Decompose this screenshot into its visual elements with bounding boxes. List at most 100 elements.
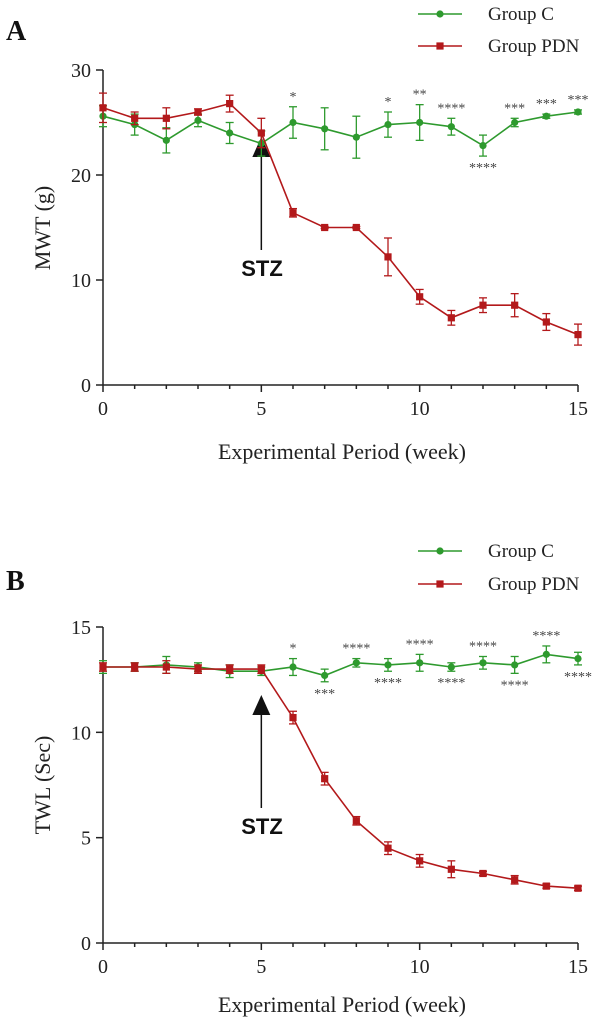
legend-marker-group-c xyxy=(436,547,444,555)
group-pdn-point xyxy=(162,663,170,671)
group-c-point xyxy=(447,123,455,131)
legend-label-group-c-b: Group C xyxy=(488,541,554,562)
panel-letter-a: A xyxy=(6,16,27,47)
plot-area-b: ************************************ xyxy=(99,629,592,892)
group-pdn-point xyxy=(162,114,170,122)
x-axis-title-b: Experimental Period (week) xyxy=(218,992,466,1017)
significance-label: ** xyxy=(413,88,427,103)
group-c-point xyxy=(352,659,360,667)
y-tick-label: 5 xyxy=(81,828,91,850)
group-c-point xyxy=(289,118,297,127)
stz-label-a: STZ xyxy=(241,256,283,281)
group-pdn-point xyxy=(511,301,519,309)
significance-label: * xyxy=(385,95,392,110)
group-pdn-point xyxy=(321,223,329,232)
group-c-point xyxy=(511,661,519,669)
group-c-point xyxy=(542,650,550,658)
group-c-point xyxy=(321,125,329,133)
group-pdn-point xyxy=(352,223,360,232)
group-pdn-point xyxy=(99,104,107,112)
group-pdn-point xyxy=(321,775,329,783)
x-tick-label: 10 xyxy=(410,398,430,420)
significance-label: **** xyxy=(564,670,592,685)
y-tick-label: 30 xyxy=(71,60,91,82)
x-tick-label: 10 xyxy=(410,956,430,978)
group-c-point xyxy=(352,133,360,141)
group-pdn-point xyxy=(257,665,265,673)
group-c-point xyxy=(289,663,297,671)
y-axis-title-a: MWT (g) xyxy=(30,186,55,271)
panel-b: B TWL (Sec) Experimental Period (week) S… xyxy=(6,541,592,1017)
y-tick-label: 20 xyxy=(71,165,91,187)
y-tick-label: 15 xyxy=(71,617,91,639)
group-pdn-point xyxy=(447,865,455,873)
y-tick-label: 10 xyxy=(71,270,91,292)
legend-label-group-c-a: Group C xyxy=(488,4,554,25)
significance-label: **** xyxy=(406,637,434,652)
stz-label-b: STZ xyxy=(241,814,283,839)
group-pdn-point xyxy=(194,108,202,116)
group-pdn-point xyxy=(542,318,550,326)
group-c-point xyxy=(479,142,487,150)
group-c-point xyxy=(416,659,424,667)
y-axis-title-b: TWL (Sec) xyxy=(30,736,55,835)
group-c-point xyxy=(416,118,424,127)
x-tick-label: 15 xyxy=(568,956,588,978)
x-axis-title-a: Experimental Period (week) xyxy=(218,439,466,464)
legend-label-group-pdn-b: Group PDN xyxy=(488,574,580,595)
significance-label: **** xyxy=(501,678,529,693)
group-c-point xyxy=(511,118,519,127)
y-tick-label: 0 xyxy=(81,375,91,397)
significance-label: **** xyxy=(469,639,497,654)
x-tick-label: 5 xyxy=(256,956,266,978)
group-pdn-line xyxy=(102,102,579,336)
significance-label: **** xyxy=(532,629,560,644)
significance-label: **** xyxy=(374,676,402,691)
significance-label: *** xyxy=(568,93,589,108)
group-pdn-point xyxy=(226,100,234,108)
group-pdn-point xyxy=(131,114,139,122)
group-pdn-point xyxy=(574,331,582,339)
group-c-point xyxy=(479,659,487,667)
group-c-point xyxy=(321,671,329,680)
significance-label: **** xyxy=(437,101,465,116)
group-pdn-point xyxy=(131,663,139,671)
group-pdn-point xyxy=(511,876,519,884)
group-pdn-point xyxy=(479,301,487,309)
group-pdn-point xyxy=(99,663,107,671)
group-c-point xyxy=(542,112,550,120)
group-pdn-point xyxy=(384,253,392,261)
panel-a: A MWT (g) Experimental Period (week) STZ… xyxy=(6,4,589,464)
group-pdn-point xyxy=(194,665,202,673)
group-pdn-point xyxy=(352,817,360,825)
significance-label: *** xyxy=(314,687,335,702)
group-pdn-point xyxy=(574,884,582,892)
significance-label: * xyxy=(290,642,297,657)
significance-label: *** xyxy=(536,97,557,112)
x-tick-label: 15 xyxy=(568,398,588,420)
x-tick-label: 0 xyxy=(98,398,108,420)
significance-label: **** xyxy=(342,642,370,657)
group-pdn-point xyxy=(479,869,487,878)
significance-label: * xyxy=(290,90,297,105)
group-c-point xyxy=(384,121,392,129)
group-pdn-point xyxy=(416,293,424,301)
group-pdn-point xyxy=(289,209,297,217)
group-c-point xyxy=(447,663,455,671)
significance-label: **** xyxy=(469,161,497,176)
group-pdn-point xyxy=(447,314,455,322)
group-pdn-point xyxy=(384,844,392,852)
group-c-point xyxy=(194,116,202,124)
group-c-point xyxy=(574,108,582,116)
group-pdn-point xyxy=(289,713,297,722)
panel-letter-b: B xyxy=(6,566,25,597)
y-tick-label: 0 xyxy=(81,933,91,955)
x-tick-label: 5 xyxy=(256,398,266,420)
legend-marker-group-pdn xyxy=(436,580,444,588)
group-pdn-line xyxy=(103,666,579,889)
significance-label: *** xyxy=(504,101,525,116)
legend-marker-group-c xyxy=(436,10,444,18)
group-c-point xyxy=(226,129,234,137)
group-pdn-point xyxy=(226,665,234,673)
